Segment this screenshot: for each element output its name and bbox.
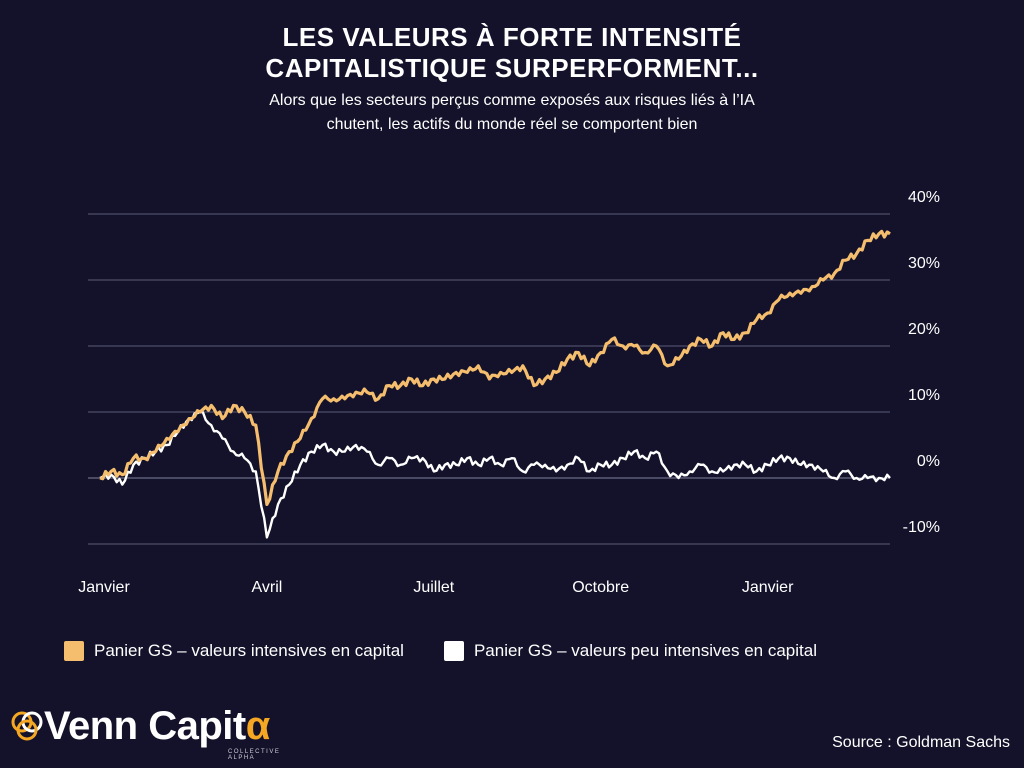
y-axis-ticks: -10% 0% 10% 20% 30% 40% — [903, 189, 940, 536]
x-tick-label: Avril — [251, 579, 282, 596]
legend: Panier GS – valeurs intensives en capita… — [64, 641, 857, 661]
legend-label-capital-intensive: Panier GS – valeurs intensives en capita… — [94, 641, 404, 660]
series-lines — [99, 229, 891, 539]
logo-wordmark: Venn Capitα — [44, 706, 270, 746]
chart-subtitle-line1: Alors que les secteurs perçus comme expo… — [269, 92, 755, 109]
legend-item-low-capital: Panier GS – valeurs peu intensives en ca… — [443, 641, 817, 661]
venn-circles-icon — [11, 711, 43, 741]
chart-subtitle: Alors que les secteurs perçus comme expo… — [0, 89, 1024, 137]
chart-subtitle-line2: chutent, les actifs du monde réel se com… — [326, 116, 698, 133]
y-tick-label: 10% — [908, 387, 940, 404]
logo-text: Venn Capit — [44, 704, 246, 748]
y-tick-label: 40% — [908, 189, 940, 206]
series-line-low-capital — [99, 410, 891, 539]
source-note: Source : Goldman Sachs — [832, 734, 1010, 751]
series-line-capital-intensive — [99, 229, 891, 506]
venn-capital-logo: Venn Capitα COLLECTIVE ALPHA — [10, 706, 279, 761]
y-tick-label: 0% — [917, 453, 940, 470]
y-tick-label: 20% — [908, 321, 940, 338]
line-chart: -10% 0% 10% 20% 30% 40% Janvier Avril Juillet Oc… — [78, 189, 940, 596]
logo-alpha: α — [245, 704, 271, 748]
logo-tagline: COLLECTIVE ALPHA — [228, 749, 281, 761]
grid-lines — [88, 213, 890, 545]
x-tick-label: Janvier — [78, 579, 130, 596]
legend-label-low-capital: Panier GS – valeurs peu intensives en ca… — [473, 641, 817, 660]
chart-title: LES VALEURS À FORTE INTENSITÉ CAPITALIST… — [0, 22, 1024, 84]
y-tick-label: -10% — [903, 519, 940, 536]
x-tick-label: Juillet — [413, 579, 454, 596]
legend-item-capital-intensive: Panier GS – valeurs intensives en capita… — [64, 641, 404, 661]
x-tick-label: Octobre — [572, 579, 629, 596]
chart-title-line2: CAPITALISTIQUE SURPERFORMENT... — [265, 53, 759, 83]
chart-title-line1: LES VALEURS À FORTE INTENSITÉ — [282, 22, 742, 52]
legend-swatch-white — [443, 641, 464, 661]
x-axis-ticks: Janvier Avril Juillet Octobre Janvier — [78, 579, 794, 596]
legend-swatch-orange — [64, 641, 84, 661]
x-tick-label: Janvier — [742, 579, 794, 596]
y-tick-label: 30% — [908, 255, 940, 272]
